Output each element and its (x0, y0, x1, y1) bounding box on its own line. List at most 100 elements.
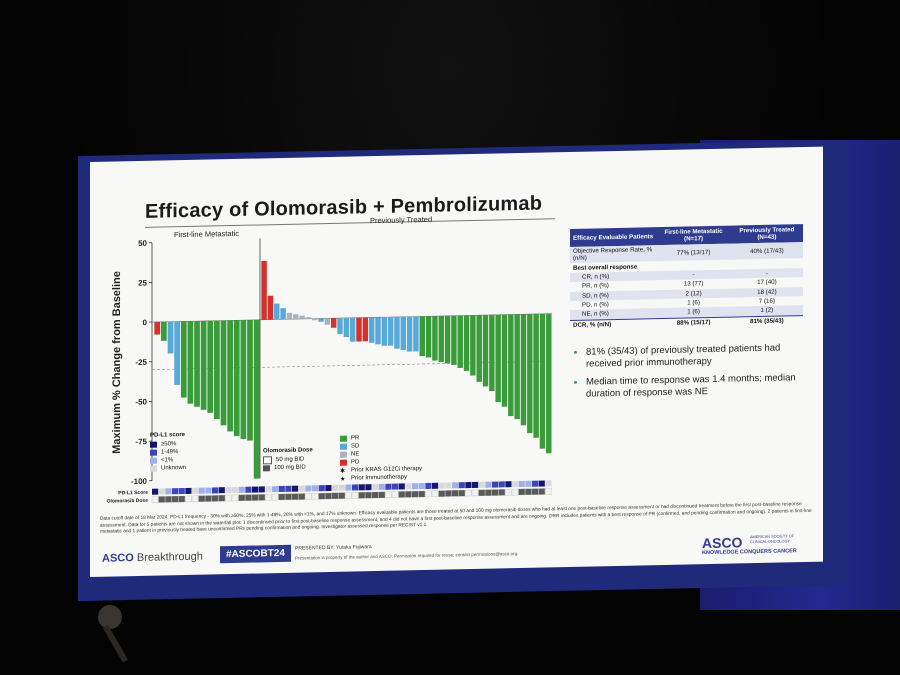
kras-marker-icon: ✱ (340, 468, 346, 475)
dose-track-cell (278, 493, 285, 501)
previously-treated-bar (451, 315, 457, 365)
pdl1-track-cell (232, 486, 239, 494)
y-tick-label: -25 (135, 358, 147, 367)
dose-track-cell (491, 489, 499, 496)
dose-track-cell (211, 495, 219, 502)
dose-track-cell (531, 488, 539, 495)
response-swatch (340, 443, 347, 450)
dose-track-cell (391, 491, 399, 498)
pdl1-track-cell (225, 487, 232, 494)
first-line-bar (194, 321, 200, 407)
pdl1-track-cell (545, 480, 552, 487)
asco-breakthrough-logo: ASCO Breakthrough (102, 551, 203, 565)
dose-track-cell (178, 495, 185, 503)
pdl1-track-cell (378, 483, 385, 490)
dose-track-cell (158, 496, 165, 503)
row-label: Objective Response Rate, % (n/N) (570, 245, 657, 264)
dose-track-cell (511, 488, 519, 496)
dose-track-cell (425, 490, 432, 498)
cell-first-line: 77% (13/17) (656, 243, 731, 262)
pdl1-track-cell (518, 480, 525, 488)
first-line-bar (247, 319, 253, 441)
pdl1-track-cell (152, 488, 159, 495)
dose-track-cell (358, 492, 365, 499)
previously-treated-bar (476, 315, 482, 382)
dose-track-cell (265, 494, 272, 501)
first-line-bar (253, 319, 260, 479)
previously-treated-bar (312, 318, 318, 321)
dose-legend-label: 100 mg BID (274, 464, 306, 472)
dose-track-cell (371, 491, 379, 499)
dose-legend-item: 100 mg BID (263, 463, 313, 472)
dose-track-cell (198, 495, 205, 502)
first-line-bar (174, 321, 181, 386)
dose-track-cell (438, 490, 445, 497)
dose-track-cell (338, 492, 345, 499)
dose-track-cell (525, 488, 532, 495)
previously-treated-bar (514, 314, 520, 420)
dose-track-cell (331, 492, 339, 500)
dose-track-cell (298, 493, 305, 500)
pdl1-track-cell (212, 487, 219, 494)
first-line-bar (154, 321, 161, 335)
pdl1-track-cell (338, 484, 345, 491)
previously-treated-bar (337, 318, 343, 335)
track-label: PD-L1 Score (118, 490, 148, 497)
presenter: PRESENTED BY: Yutaka Fujiwara (295, 544, 372, 552)
previously-treated-bar (356, 317, 362, 342)
dose-track-cell (418, 490, 425, 498)
previously-treated-bar (293, 314, 299, 320)
previously-treated-bar (432, 316, 438, 361)
slide: Efficacy of Olomorasib + Pembrolizumab F… (90, 146, 823, 577)
previously-treated-bar (362, 317, 369, 342)
previously-treated-bar (261, 260, 267, 320)
pdl1-track-cell (325, 484, 332, 492)
cell-previously: 40% (17/43) (730, 242, 803, 260)
cell-first-line: 88% (15/17) (656, 316, 731, 329)
bullet-item: 81% (35/43) of previously treated patien… (586, 342, 814, 371)
pdl1-track-cell (312, 485, 319, 492)
previously-treated-bar (527, 314, 533, 434)
dose-track-cell (478, 489, 485, 496)
pdl1-track-cell (398, 483, 405, 490)
pdl1-swatch (150, 441, 157, 448)
dose-legend-title: Olomorasib Dose (263, 447, 313, 455)
dose-swatch (263, 465, 270, 472)
table-header-cell: First-line Metastatic (N=17) (656, 225, 731, 246)
pdl1-track-cell (465, 482, 472, 489)
pdl1-track-cell (458, 482, 465, 489)
previously-treated-bar (533, 313, 539, 438)
dose-legend-label: 50 mg BID (276, 456, 305, 464)
asco-logo-subtitle: AMERICAN SOCIETY OF CLINICAL ONCOLOGY (750, 534, 795, 544)
pdl1-track-cell (245, 486, 252, 493)
pdl1-track-cell (438, 482, 445, 489)
pdl1-track-cell (192, 487, 199, 494)
pdl1-track-cell (418, 482, 425, 490)
pdl1-track-cell (352, 484, 359, 491)
dose-track-cell (231, 494, 239, 502)
response-swatch (340, 451, 347, 458)
dose-track-cell (238, 494, 245, 501)
key-findings: 81% (35/43) of previously treated patien… (574, 342, 814, 407)
pdl1-track-cell (392, 483, 399, 490)
previously-treated-bar (286, 312, 293, 320)
previously-treated-bar (457, 315, 463, 368)
dose-track-cell (245, 494, 252, 501)
breakthrough-word: Breakthrough (136, 550, 203, 565)
pdl1-track-cell (278, 485, 285, 493)
response-legend: PR SD NE PD ✱ Prior KRAS G12Ci therapy ★ P… (340, 433, 422, 483)
pdl1-track-cell (505, 481, 512, 488)
pdl1-track-cell (432, 482, 439, 489)
dose-track-cell (191, 495, 199, 502)
first-line-bar (220, 320, 227, 426)
response-legend-label: NE (351, 451, 360, 458)
track-label: Olomorasib Dose (107, 498, 149, 505)
pdl1-track-cell (532, 480, 539, 487)
pdl1-legend-label: ≥50% (161, 441, 177, 448)
pdl1-track-cell (205, 487, 212, 494)
previously-treated-bar (394, 316, 400, 349)
asco-prefix: ASCO (102, 552, 134, 565)
pdl1-legend-label: 1-49% (161, 449, 179, 456)
first-line-bar (161, 321, 167, 341)
dose-track-cell (151, 496, 159, 503)
